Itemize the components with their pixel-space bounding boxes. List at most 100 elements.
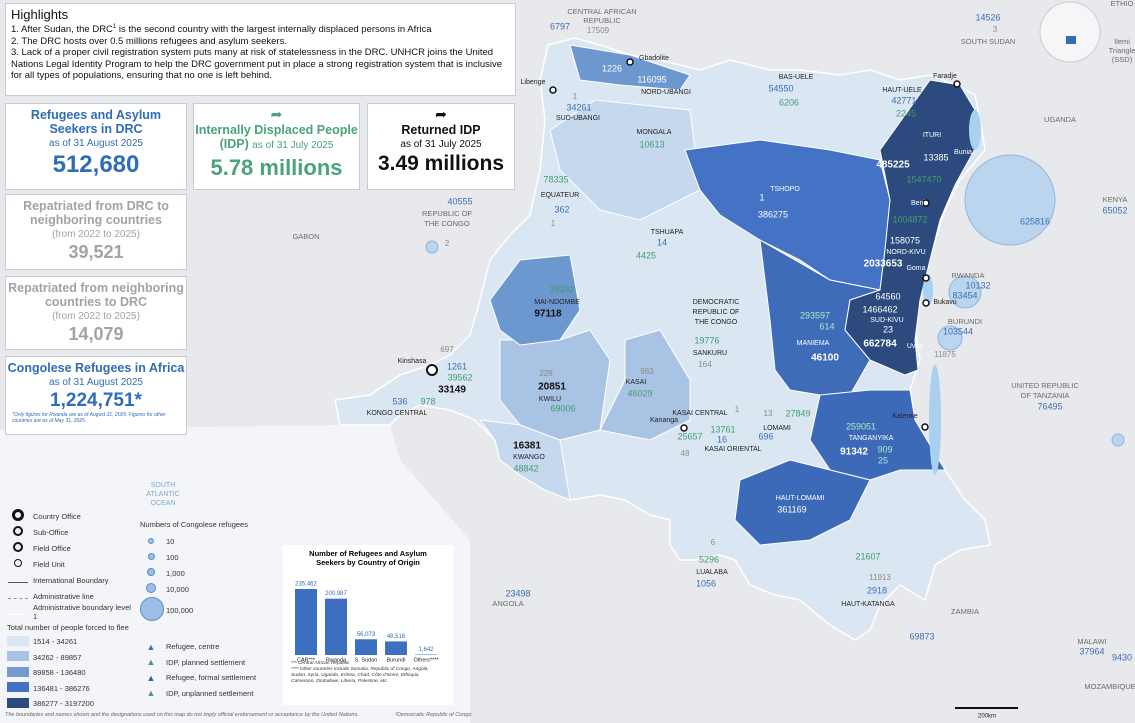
legend-symbol — [7, 635, 29, 648]
map-label: 4425 — [636, 250, 656, 260]
map-label: TSHUAPA — [651, 229, 684, 236]
map-label: ETHIO — [1111, 0, 1134, 8]
kpi-card: Refugees and Asylum Seekers in DRC as of… — [5, 103, 187, 190]
disclaimer: The boundaries and names shown and the d… — [5, 712, 359, 718]
refugee-circle — [937, 325, 963, 351]
map-label: 83454 — [952, 290, 977, 300]
map-label: HAUT-LOMAMI — [776, 495, 825, 502]
map-label: THE CONGO — [424, 219, 470, 228]
map-label: SUD-KIVU — [870, 317, 903, 324]
map-label: (SSD) — [1112, 55, 1133, 64]
legend-label: International Boundary — [33, 575, 109, 585]
legend-item: 136481 - 386276 — [7, 681, 137, 697]
map-label: KWANGO — [513, 454, 545, 461]
legend-item: 34262 - 89857 — [7, 650, 137, 666]
legend-symbol — [7, 608, 29, 617]
map-label: 21607 — [855, 551, 880, 561]
chart-plot: 235,462 CAR*** 200,987 Rwanda 56,073 S. Sudan… — [295, 582, 439, 662]
office — [953, 80, 961, 88]
map-label: THE CONGO — [695, 319, 738, 326]
map-label: 116095 — [637, 74, 666, 84]
map-label: Bukavu — [933, 299, 956, 306]
map-label: Kananga — [650, 417, 678, 424]
chart-notes: *** Central African Republic **** Other c… — [291, 661, 441, 685]
map-label: 27849 — [785, 408, 810, 418]
legend-label: Administrative boundary level 1 — [32, 603, 131, 621]
map-label: 19776 — [694, 335, 719, 345]
map-label: 5296 — [699, 554, 719, 564]
province — [759, 239, 882, 396]
map-label: BAS-UELE — [779, 74, 814, 81]
map-label: 39562 — [447, 372, 472, 382]
map-label: Kalemie — [892, 413, 917, 420]
legend-symbol — [7, 542, 29, 554]
kpi-value: 512,680 — [52, 151, 140, 178]
map-label: 158075 — [890, 235, 920, 245]
map-label: KWILU — [539, 396, 561, 403]
map-label: 696 — [758, 431, 773, 441]
province — [489, 254, 581, 346]
map-label: Gbadolite — [639, 55, 669, 62]
legend-symbol — [7, 666, 29, 679]
legend-symbol — [7, 592, 29, 601]
map-label: 1261 — [447, 361, 467, 371]
legend-label: 34262 - 89857 — [33, 652, 82, 662]
map-label: Beni — [911, 200, 925, 207]
map-label: 11913 — [869, 573, 891, 582]
legend-symbol — [140, 568, 162, 578]
lake — [923, 274, 933, 306]
kpi-date: as of 31 July 2025 — [400, 139, 482, 150]
legend-item: 89858 - 136480 — [7, 665, 137, 681]
legend-item: 386277 - 3197200 — [7, 696, 137, 712]
map-label: 2918 — [867, 585, 887, 595]
map-label: Uvira — [907, 343, 923, 350]
chart-note: *** Central African Republic — [291, 661, 350, 666]
bar — [385, 641, 407, 655]
highlight-item: 2. The DRC hosts over 0.5 millions refug… — [11, 35, 287, 47]
map-label: 362 — [554, 204, 569, 214]
map-label: 386275 — [758, 209, 788, 219]
legend-symbol — [7, 651, 29, 663]
legend-label: 1514 - 34261 — [33, 637, 78, 647]
map-label: REPUBLIC OF — [422, 209, 472, 218]
map-label: 34261 — [566, 102, 591, 112]
spacer — [140, 623, 280, 639]
map-label: 13 — [764, 409, 773, 418]
legend-item: 100,000 — [140, 597, 280, 623]
legend-item: ▲ IDP, unplanned settlement — [140, 686, 280, 702]
map-label: 6797 — [550, 21, 570, 31]
bar — [325, 598, 347, 655]
map-label: 48 — [681, 449, 690, 458]
office — [921, 423, 929, 431]
legend-item: ▲ Refugee, formal settlement — [140, 670, 280, 686]
kpi-card: Congolese Refugees in Africa as of 31 Au… — [5, 356, 187, 435]
kpi-value: 3.49 millions — [377, 152, 505, 175]
map-label: 48842 — [513, 463, 538, 473]
map-label: SOUTH SUDAN — [961, 37, 1016, 46]
map-label: 46029 — [627, 388, 652, 398]
legend-label: Field Unit — [33, 559, 65, 569]
legend-label: IDP, planned settlement — [166, 657, 246, 667]
map-label: 9430 — [1112, 652, 1132, 662]
province — [599, 329, 691, 441]
map-label: 37964 — [1079, 646, 1104, 656]
map-label: KASAI — [626, 379, 647, 386]
map-label: 91342 — [840, 447, 868, 458]
map-label: 33149 — [438, 385, 466, 396]
kpi-note: *Only figures for Rwanda are as of Augus… — [12, 412, 166, 424]
map-label: 11875 — [934, 350, 956, 359]
map-label: 3 — [993, 25, 998, 34]
map-label: 13761 — [710, 424, 735, 434]
legend-label: 10 — [166, 536, 175, 546]
legend-title: Numbers of Congolese refugees — [140, 520, 248, 529]
map-label: CENTRAL AFRICAN — [567, 7, 636, 16]
map-label: 6 — [711, 538, 716, 547]
map-label: 164 — [698, 360, 712, 369]
legend-label: Sub-Office — [33, 527, 69, 537]
legend-symbol: ▲ — [146, 672, 156, 683]
text: is the second country with the largest i… — [116, 24, 432, 36]
refugee-circle — [1111, 433, 1125, 447]
refugee-circle — [964, 154, 1056, 246]
kpi-value: 39,521 — [68, 242, 124, 262]
value-label: 200,987 — [325, 591, 347, 597]
